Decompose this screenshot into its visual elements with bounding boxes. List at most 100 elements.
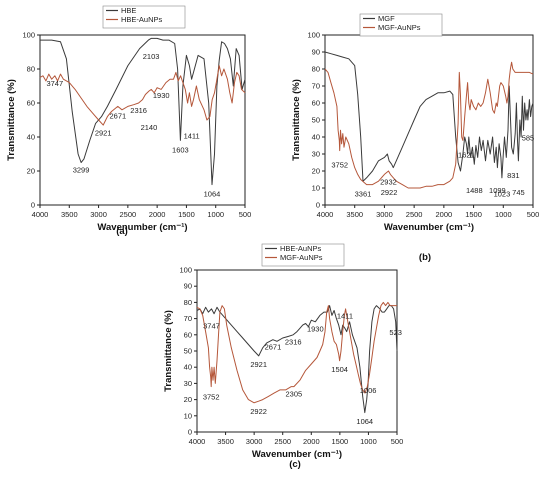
plot-frame <box>196 269 398 433</box>
peak-label: 831 <box>507 171 520 180</box>
y-tick-label: 100 <box>22 31 35 40</box>
x-tick-label: 1500 <box>465 210 482 219</box>
y-tick-label: 0 <box>188 428 192 437</box>
peak-label: 2921 <box>95 128 112 137</box>
x-tick-label: 2500 <box>274 437 291 446</box>
y-tick-label: 80 <box>27 65 35 74</box>
y-tick-label: 70 <box>312 82 320 91</box>
series-line-hbe-aunps <box>39 65 246 126</box>
y-tick-label: 20 <box>184 395 192 404</box>
x-tick-label: 2000 <box>149 210 166 219</box>
y-tick-label: 90 <box>312 48 320 57</box>
x-tick-label: 3000 <box>246 437 263 446</box>
y-tick-label: 0 <box>31 201 35 210</box>
peak-label: 1504 <box>331 365 348 374</box>
series-line-mgf <box>324 51 534 182</box>
y-tick-label: 100 <box>307 31 320 40</box>
y-tick-label: 40 <box>184 363 192 372</box>
legend-label: HBE-AuNPs <box>280 244 322 253</box>
legend-box <box>102 5 186 29</box>
peak-label: 1621 <box>458 150 475 159</box>
series-line-mgf-aunps <box>196 301 397 404</box>
plot-frame <box>324 34 534 206</box>
legend-label: MGF-AuNPs <box>280 253 323 262</box>
legend-box <box>261 243 345 267</box>
x-tick-label: 500 <box>527 210 540 219</box>
x-tick-label: 1500 <box>178 210 195 219</box>
x-tick-label: 4000 <box>32 210 49 219</box>
peak-label: 3361 <box>355 190 372 199</box>
peak-label: 2671 <box>109 111 126 120</box>
x-tick-label: 2500 <box>120 210 137 219</box>
peak-label: 1603 <box>172 145 189 154</box>
peak-label: 1930 <box>153 91 170 100</box>
x-tick-label: 2000 <box>436 210 453 219</box>
y-tick-label: 30 <box>312 150 320 159</box>
peak-label: 2671 <box>265 342 282 351</box>
y-tick-label: 50 <box>312 116 320 125</box>
peak-label: 1006 <box>360 386 377 395</box>
x-tick-label: 1500 <box>332 437 349 446</box>
x-axis-label: Wavenumber (cm⁻¹) <box>384 222 474 233</box>
peak-label: 585 <box>522 133 535 142</box>
x-axis-label: Wavenumber (cm⁻¹) <box>97 222 187 233</box>
x-tick-label: 3500 <box>217 437 234 446</box>
peak-label: 1411 <box>184 132 200 141</box>
peak-label: 1488 <box>466 186 483 195</box>
y-axis-label: Transmittance (%) <box>6 79 17 161</box>
y-tick-label: 10 <box>312 184 320 193</box>
peak-label: 3752 <box>331 161 348 170</box>
x-tick-label: 2000 <box>303 437 320 446</box>
chart-panel-0: 4000 3500 3000 2500 2000 1500 1000 500 0 20 40 60 80… <box>6 5 251 237</box>
y-tick-label: 40 <box>312 133 320 142</box>
panel-label: (c) <box>289 459 301 470</box>
y-tick-label: 20 <box>312 167 320 176</box>
x-tick-label: 3500 <box>61 210 78 219</box>
peak-label: 1099 <box>489 186 506 195</box>
x-tick-label: 2500 <box>406 210 423 219</box>
y-tick-label: 20 <box>27 167 35 176</box>
peak-label: 2922 <box>250 407 267 416</box>
legend-label: MGF-AuNPs <box>378 23 421 32</box>
panel-label: (b) <box>419 252 431 263</box>
x-tick-label: 4000 <box>317 210 334 219</box>
x-tick-label: 1000 <box>495 210 512 219</box>
panel-label: (a) <box>116 226 128 237</box>
peak-label: 1064 <box>204 190 221 199</box>
y-tick-label: 100 <box>179 266 192 275</box>
y-tick-label: 10 <box>184 411 192 420</box>
x-axis-label: Wavenumber (cm⁻¹) <box>252 449 342 460</box>
x-tick-label: 3000 <box>376 210 393 219</box>
y-tick-label: 80 <box>312 65 320 74</box>
y-tick-label: 40 <box>27 133 35 142</box>
chart-panel-1: 4000 3500 3000 2500 2000 1500 1000 500 0 10 20 30 40… <box>291 13 540 263</box>
series-line-hbe-aunps <box>196 305 398 414</box>
peak-label: 1930 <box>307 325 324 334</box>
y-tick-label: 70 <box>184 314 192 323</box>
legend-label: HBE-AuNPs <box>121 15 163 24</box>
peak-label: 1023 <box>494 190 511 199</box>
peak-label: 1411 <box>337 312 353 321</box>
legend-box <box>359 13 443 37</box>
x-tick-label: 1000 <box>207 210 224 219</box>
peak-label: 2921 <box>250 360 267 369</box>
x-tick-label: 3500 <box>346 210 363 219</box>
peak-label: 2316 <box>130 106 147 115</box>
x-tick-label: 3000 <box>90 210 107 219</box>
x-tick-label: 1000 <box>360 437 377 446</box>
plot-frame <box>39 34 246 206</box>
y-tick-label: 30 <box>184 379 192 388</box>
peak-label: 2140 <box>141 123 158 132</box>
peak-label: 2103 <box>143 52 160 61</box>
y-tick-label: 60 <box>184 330 192 339</box>
y-axis-label: Transmittance (%) <box>163 310 174 392</box>
y-tick-label: 90 <box>184 282 192 291</box>
series-line-mgf-aunps <box>324 61 534 189</box>
peak-label: 3747 <box>203 321 220 330</box>
peak-label: 2305 <box>286 389 303 398</box>
y-tick-label: 60 <box>312 99 320 108</box>
